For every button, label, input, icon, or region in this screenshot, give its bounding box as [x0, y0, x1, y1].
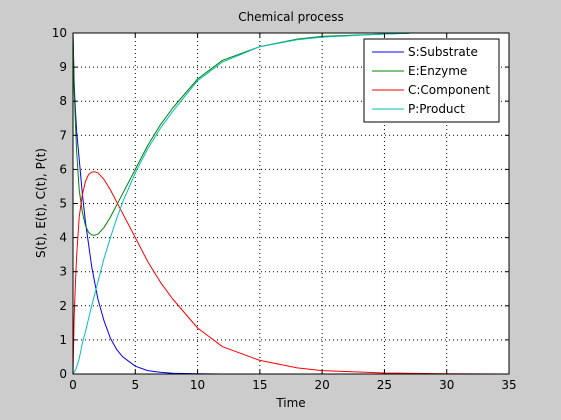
y-tick-label: 0 [59, 367, 67, 381]
y-tick-label: 6 [59, 162, 67, 176]
y-tick-label: 9 [59, 60, 67, 74]
grid [73, 33, 509, 374]
legend-label: P:Product [408, 102, 465, 116]
x-tick-label: 30 [439, 378, 454, 392]
y-tick-label: 3 [59, 265, 67, 279]
chart-title: Chemical process [238, 10, 344, 24]
legend-label: E:Enzyme [408, 64, 467, 78]
x-tick-label: 10 [190, 378, 205, 392]
y-axis-label: S(t), E(t), C(t), P(t) [34, 148, 48, 258]
x-tick-label: 15 [252, 378, 267, 392]
legend-label: S:Substrate [408, 45, 478, 59]
y-tick-label: 7 [59, 128, 67, 142]
x-tick-label: 0 [69, 378, 77, 392]
y-tick-label: 5 [59, 197, 67, 211]
y-tick-label: 1 [59, 333, 67, 347]
x-axis-label: Time [275, 396, 305, 410]
legend: S:Substrate E:Enzyme C:Component P:Product [363, 38, 500, 123]
y-tick-label: 10 [52, 26, 67, 40]
y-tick-label: 2 [59, 299, 67, 313]
x-tick-label: 5 [131, 378, 139, 392]
y-tick-label: 4 [59, 231, 67, 245]
legend-label: C:Component [408, 83, 490, 97]
series-line-product [72, 32, 410, 375]
x-tick-label: 35 [501, 378, 516, 392]
legend-box [363, 38, 500, 123]
axis-ticks: 0 5 10 15 20 25 30 35 0 1 2 3 4 5 6 7 8 9 10 [52, 26, 517, 392]
y-tick-label: 8 [59, 94, 67, 108]
x-tick-label: 25 [377, 378, 392, 392]
series-line-component [72, 171, 510, 375]
x-tick-label: 20 [315, 378, 330, 392]
